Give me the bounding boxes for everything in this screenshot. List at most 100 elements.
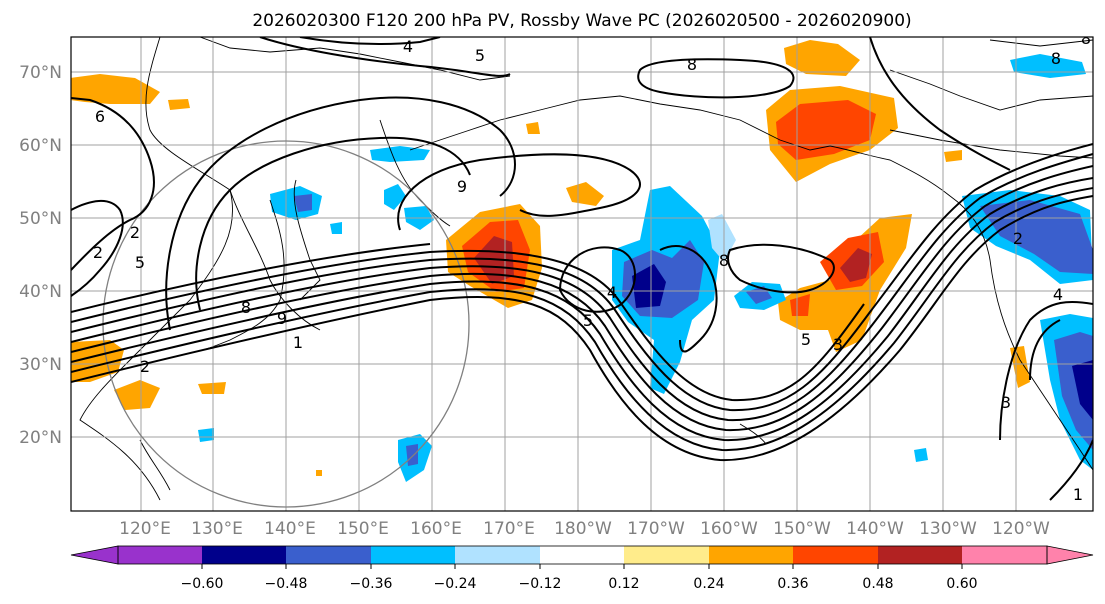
lon-label: 140°E bbox=[264, 519, 316, 539]
lon-label: 130°E bbox=[191, 519, 243, 539]
anomaly-region bbox=[840, 248, 872, 282]
colorbar: −0.60 −0.48 −0.36 −0.24 −0.12 0.12 0.24 … bbox=[70, 545, 1094, 592]
lat-label: 30°N bbox=[19, 355, 62, 375]
contour-label: 5 bbox=[475, 46, 485, 65]
contour-label: 5 bbox=[135, 253, 145, 272]
anomaly-region bbox=[114, 380, 160, 410]
colorbar-tick-label: 0.12 bbox=[608, 576, 639, 592]
anomaly-region bbox=[784, 40, 860, 76]
contour-label: 2 bbox=[1013, 229, 1023, 248]
map-panel: 4 5 8 6 9 8 2 2 5 8 9 1 2 5 4 8 5 3 4 3 bbox=[70, 29, 1094, 512]
anomaly-region bbox=[406, 444, 418, 466]
longitude-labels: 120°E 130°E 140°E 150°E 160°E 170°E 180°… bbox=[119, 519, 1050, 539]
anomaly-region bbox=[1010, 346, 1030, 388]
contour-label: 3 bbox=[833, 335, 843, 354]
lat-label: 70°N bbox=[19, 63, 62, 83]
contour-label: 5 bbox=[801, 330, 811, 349]
colorbar-tick-label: 0.24 bbox=[693, 576, 724, 592]
anomaly-region bbox=[198, 382, 226, 394]
colorbar-extend-low bbox=[71, 546, 118, 564]
contour-label: 9 bbox=[457, 177, 467, 196]
anomaly-region bbox=[566, 182, 604, 206]
colorbar-bin bbox=[709, 546, 793, 564]
figure-title: 2026020300 F120 200 hPa PV, Rossby Wave … bbox=[252, 11, 911, 31]
colorbar-low-frame bbox=[70, 545, 119, 565]
colorbar-high-frame bbox=[1046, 545, 1094, 565]
coastlines bbox=[79, 37, 1093, 501]
colorbar-tick-label: −0.48 bbox=[265, 576, 308, 592]
lon-label: 160°E bbox=[410, 519, 462, 539]
colorbar-tick-label: −0.24 bbox=[434, 576, 477, 592]
lon-label: 130°W bbox=[919, 519, 977, 539]
contour-label: 5 bbox=[583, 311, 593, 330]
colorbar-bin bbox=[118, 546, 202, 564]
lon-label: 180°W bbox=[554, 519, 612, 539]
colorbar-extend-high bbox=[1047, 546, 1093, 564]
colorbar-bin bbox=[624, 546, 709, 564]
anomaly-region bbox=[632, 264, 666, 308]
anomaly-region bbox=[790, 294, 810, 316]
colorbar-bin bbox=[962, 546, 1047, 564]
anomaly-region bbox=[316, 470, 322, 476]
anomaly-region bbox=[526, 122, 540, 134]
colorbar-bin bbox=[286, 546, 371, 564]
lon-label: 170°W bbox=[627, 519, 685, 539]
colorbar-bin bbox=[793, 546, 878, 564]
lat-label: 50°N bbox=[19, 209, 62, 229]
contour-label: 1 bbox=[1073, 485, 1083, 504]
contour-label: 2 bbox=[140, 357, 150, 376]
contour-label: 2 bbox=[130, 223, 140, 242]
contour-label: 4 bbox=[403, 37, 413, 56]
contour-label: 1 bbox=[293, 333, 303, 352]
anomaly-region bbox=[1054, 332, 1093, 450]
anomaly-region bbox=[71, 74, 160, 104]
lat-label: 20°N bbox=[19, 428, 62, 448]
pv-contours bbox=[71, 37, 1093, 501]
contour-label: 8 bbox=[1051, 49, 1061, 68]
colorbar-tick-label: −0.12 bbox=[519, 576, 562, 592]
colorbar-tick-label: 0.48 bbox=[862, 576, 893, 592]
contour-label: 2 bbox=[93, 243, 103, 262]
contour-label: 8 bbox=[719, 251, 729, 270]
contour-label: 4 bbox=[1053, 285, 1063, 304]
map-frame bbox=[70, 36, 1094, 512]
contour-label: 8 bbox=[241, 298, 251, 317]
lat-label: 40°N bbox=[19, 282, 62, 302]
colorbar-bin bbox=[202, 546, 286, 564]
anomaly-region bbox=[370, 146, 430, 162]
lon-label: 120°E bbox=[119, 519, 171, 539]
anomaly-region bbox=[294, 194, 312, 212]
colorbar-bin bbox=[878, 546, 962, 564]
gridlines bbox=[71, 37, 1093, 511]
colorbar-tick-label: −0.60 bbox=[181, 576, 224, 592]
colorbar-tick-label: 0.60 bbox=[946, 576, 977, 592]
contour-label: 8 bbox=[687, 55, 697, 74]
contour-labels: 4 5 8 6 9 8 2 2 5 8 9 1 2 5 4 8 5 3 4 3 bbox=[93, 29, 1091, 504]
lat-label: 60°N bbox=[19, 136, 62, 156]
colorbar-ticks bbox=[201, 564, 963, 569]
anomaly-region bbox=[914, 448, 928, 462]
contour-label: 4 bbox=[607, 283, 617, 302]
latitude-labels: 70°N 60°N 50°N 40°N 30°N 20°N bbox=[19, 63, 62, 448]
lon-label: 170°E bbox=[483, 519, 535, 539]
colorbar-tick-label: −0.36 bbox=[350, 576, 393, 592]
colorbar-bin bbox=[371, 546, 455, 564]
lon-label: 140°W bbox=[846, 519, 904, 539]
anomaly-region bbox=[168, 99, 190, 110]
anomaly-region bbox=[944, 150, 962, 162]
contour-label: 3 bbox=[1001, 393, 1011, 412]
contour-label: 9 bbox=[277, 309, 287, 328]
anomaly-region bbox=[198, 428, 214, 442]
lon-label: 160°W bbox=[700, 519, 758, 539]
colorbar-bin bbox=[540, 546, 624, 564]
lon-label: 120°W bbox=[992, 519, 1050, 539]
anomaly-region bbox=[384, 184, 406, 210]
anomaly-region bbox=[1072, 360, 1093, 420]
anomaly-region bbox=[330, 222, 342, 234]
contour-label: 8 bbox=[1081, 29, 1091, 48]
lon-label: 150°E bbox=[337, 519, 389, 539]
contour-label: 6 bbox=[95, 107, 105, 126]
lon-label: 150°W bbox=[773, 519, 831, 539]
colorbar-bin bbox=[455, 546, 540, 564]
